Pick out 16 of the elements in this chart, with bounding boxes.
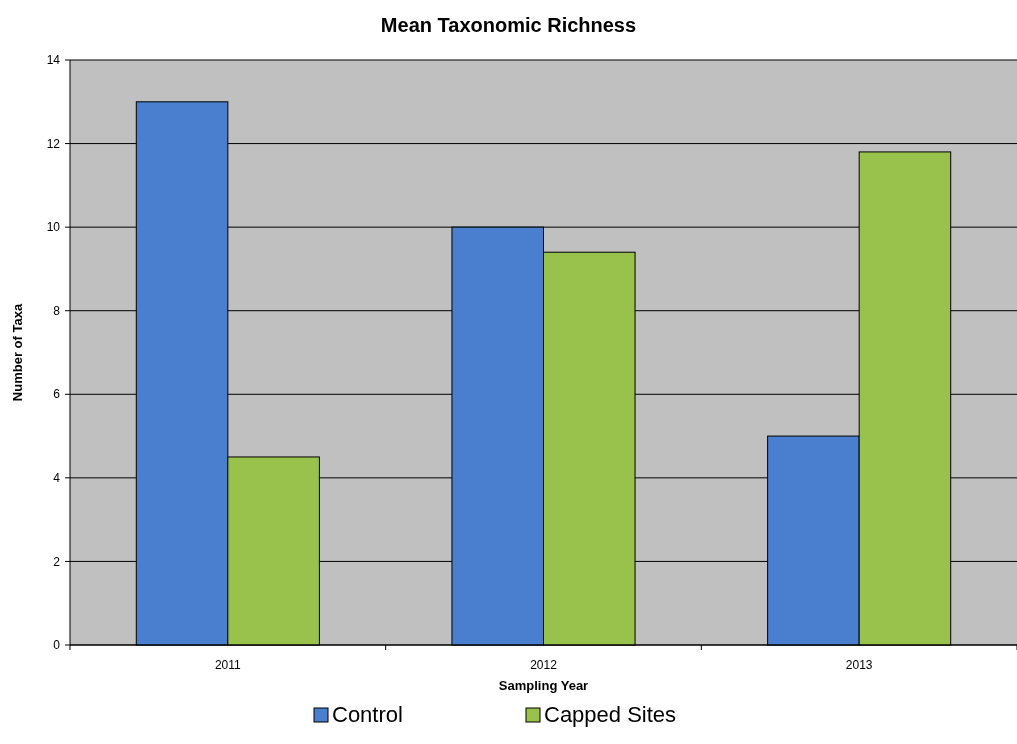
y-tick-label: 2 <box>53 554 61 569</box>
legend-label: Capped Sites <box>544 702 677 727</box>
y-tick-label: 12 <box>46 136 61 151</box>
y-tick-label: 4 <box>53 471 61 486</box>
y-axis-title: Number of Taxa <box>10 303 25 402</box>
x-tick-label: 2011 <box>214 658 242 672</box>
x-tick-label: 2013 <box>845 658 873 672</box>
y-tick-label: 0 <box>53 638 61 653</box>
y-tick-label: 14 <box>46 53 61 68</box>
y-tick-label: 8 <box>53 303 61 318</box>
y-tick-label: 6 <box>53 387 61 402</box>
chart-title: Mean Taxonomic Richness <box>380 14 637 36</box>
legend-label: Control <box>332 702 403 727</box>
x-tick-label: 2012 <box>530 658 558 672</box>
x-axis-title: Sampling Year <box>498 678 589 693</box>
y-tick-label: 10 <box>46 220 61 235</box>
